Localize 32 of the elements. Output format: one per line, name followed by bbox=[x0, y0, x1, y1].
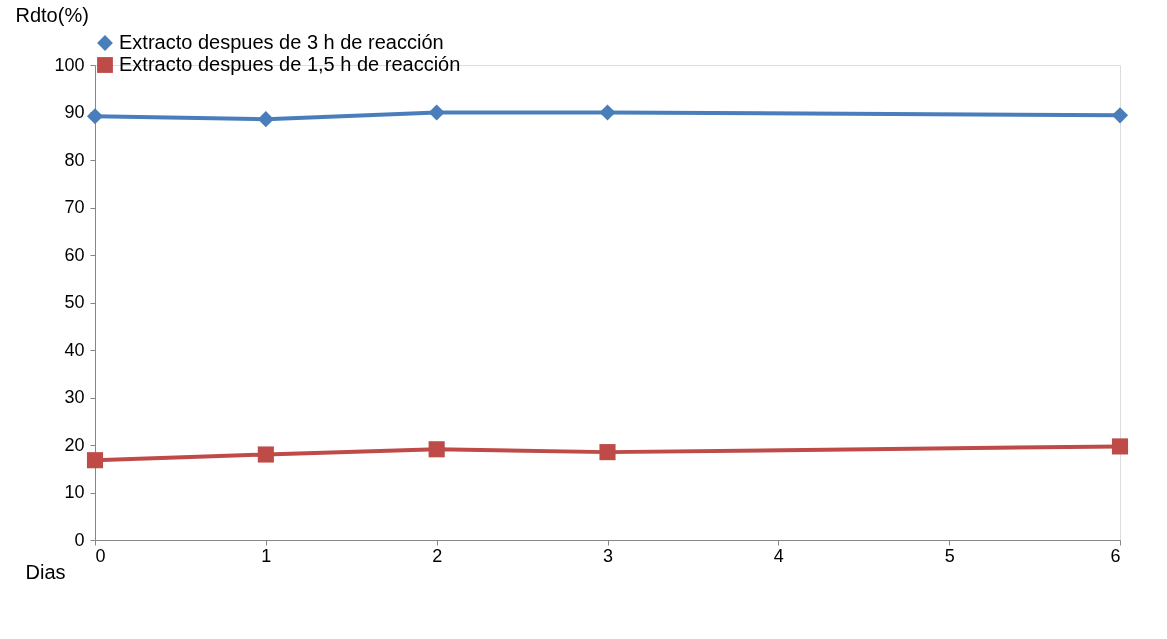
y-tick-label: 50 bbox=[64, 292, 85, 312]
x-tick-label: 6 bbox=[1110, 545, 1121, 566]
y-tick-label: 30 bbox=[64, 387, 85, 407]
x-tick-label: 0 bbox=[95, 545, 106, 566]
y-tick-label: 40 bbox=[64, 339, 85, 360]
y-tick-label: 20 bbox=[64, 434, 85, 455]
y-tick-label: 70 bbox=[64, 197, 85, 217]
y-axis-title: Rdto(%) bbox=[15, 3, 89, 26]
point bbox=[257, 446, 274, 463]
point bbox=[599, 104, 616, 121]
legend-label: Extracto despues de 3 h de reacción bbox=[119, 31, 444, 53]
y-tick-label: 60 bbox=[64, 244, 85, 265]
point bbox=[257, 111, 274, 128]
y-tick-label: 90 bbox=[64, 102, 85, 122]
point bbox=[1111, 107, 1129, 124]
point bbox=[1111, 438, 1129, 455]
x-tick-label: 1 bbox=[261, 545, 272, 566]
x-tick-label: 3 bbox=[602, 545, 614, 566]
x-tick-label: 4 bbox=[773, 545, 784, 566]
x-tick-label: 5 bbox=[944, 545, 955, 566]
y-tick-label: 100 bbox=[54, 54, 85, 75]
point bbox=[599, 444, 616, 461]
point bbox=[86, 452, 104, 469]
point bbox=[428, 441, 445, 458]
x-tick-label: 2 bbox=[432, 545, 443, 566]
y-tick-label: 80 bbox=[64, 149, 85, 170]
y-tick-label: 0 bbox=[74, 529, 85, 550]
x-axis-title: Dias bbox=[25, 560, 66, 583]
point bbox=[428, 104, 445, 121]
point bbox=[86, 108, 104, 125]
y-tick-label: 10 bbox=[64, 482, 85, 502]
legend-label: Extracto despues de 1,5 h de reacción bbox=[119, 53, 461, 75]
